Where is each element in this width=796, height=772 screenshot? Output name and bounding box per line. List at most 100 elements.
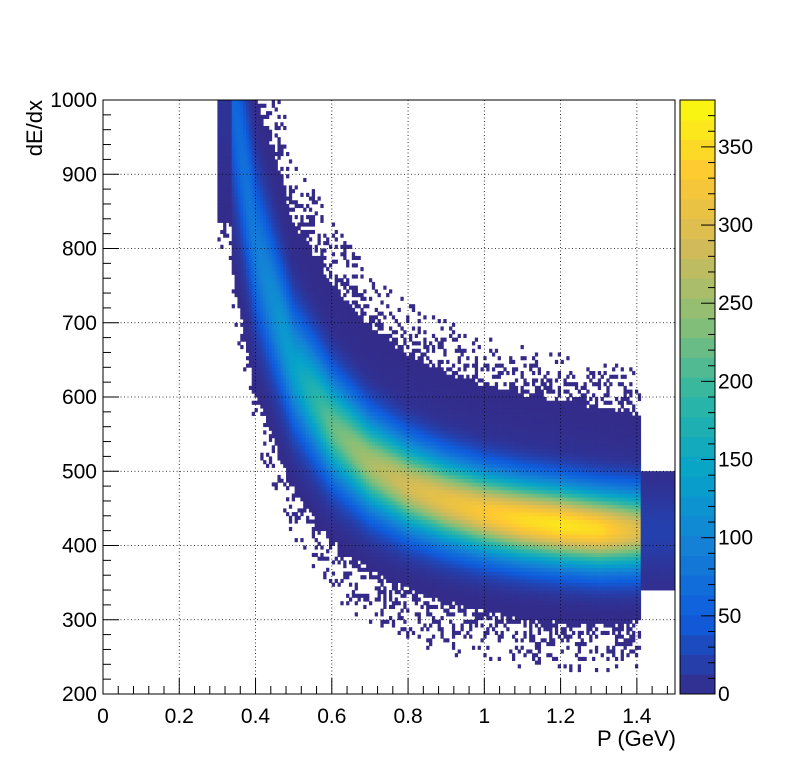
- heatmap-cell: [257, 289, 261, 294]
- heatmap-cell: [306, 515, 310, 520]
- heatmap-cell: [348, 244, 353, 249]
- heatmap-cell: [397, 400, 401, 405]
- heatmap-cell: [394, 337, 398, 342]
- heatmap-cell: [251, 122, 255, 127]
- heatmap-cell: [331, 371, 336, 376]
- heatmap-cell: [368, 552, 373, 558]
- heatmap-cell: [354, 419, 358, 424]
- heatmap-cell: [268, 315, 273, 320]
- heatmap-cell: [394, 500, 398, 506]
- heatmap-cell: [294, 274, 298, 279]
- heatmap-cell: [283, 397, 287, 402]
- heatmap-cell: [383, 500, 387, 506]
- heatmap-cell: [346, 371, 350, 376]
- heatmap-cell: [346, 504, 350, 509]
- heatmap-cell: [374, 497, 378, 502]
- heatmap-cell: [389, 515, 393, 520]
- heatmap-cell: [231, 159, 235, 164]
- heatmap-cell: [280, 181, 284, 186]
- heatmap-cell: [317, 311, 321, 316]
- heatmap-cell: [368, 556, 373, 561]
- heatmap-cell: [328, 411, 333, 416]
- heatmap-cell: [266, 393, 270, 398]
- heatmap-cell: [263, 400, 267, 405]
- heatmap-cell: [366, 519, 370, 524]
- heatmap-cell: [334, 278, 338, 283]
- heatmap-cell: [286, 389, 290, 394]
- heatmap-cell: [340, 441, 344, 446]
- heatmap-cell: [268, 129, 273, 134]
- heatmap-cell: [391, 441, 396, 446]
- heatmap-cell: [300, 471, 304, 476]
- heatmap-cell: [280, 252, 284, 257]
- heatmap-cell: [357, 404, 361, 409]
- heatmap-cell: [274, 341, 278, 346]
- heatmap-cell: [331, 252, 336, 257]
- heatmap-cell: [357, 367, 361, 372]
- heatmap-cell: [351, 593, 356, 598]
- heatmap-cell: [328, 404, 333, 409]
- heatmap-cell: [283, 378, 287, 383]
- heatmap-cell: [311, 504, 316, 509]
- heatmap-cell: [237, 133, 241, 138]
- heatmap-cell: [311, 326, 316, 331]
- heatmap-cell: [240, 337, 244, 342]
- heatmap-cell: [337, 478, 341, 483]
- heatmap-cell: [297, 281, 301, 287]
- heatmap-cell: [403, 538, 407, 543]
- heatmap-cell: [280, 419, 284, 424]
- heatmap-cell: [268, 422, 273, 428]
- heatmap-cell: [288, 337, 293, 342]
- heatmap-cell: [317, 281, 321, 287]
- heatmap-cell: [294, 200, 298, 205]
- heatmap-cell: [303, 222, 307, 227]
- heatmap-cell: [254, 241, 258, 246]
- heatmap-cell: [311, 319, 316, 324]
- heatmap-cell: [271, 189, 275, 194]
- heatmap-cell: [340, 478, 344, 483]
- heatmap-cell: [320, 519, 324, 524]
- heatmap-cell: [360, 534, 364, 539]
- heatmap-cell: [334, 411, 338, 416]
- heatmap-cell: [386, 385, 390, 390]
- heatmap-cell: [409, 482, 413, 487]
- heatmap-cell: [348, 508, 353, 513]
- heatmap-cell: [397, 363, 401, 368]
- heatmap-cell: [326, 567, 330, 572]
- heatmap-cell: [397, 534, 401, 539]
- heatmap-cell: [337, 393, 341, 398]
- heatmap-cell: [317, 541, 321, 546]
- heatmap-cell: [386, 552, 390, 558]
- heatmap-cell: [263, 114, 267, 119]
- heatmap-cell: [400, 508, 404, 513]
- heatmap-cell: [411, 597, 416, 602]
- heatmap-cell: [368, 445, 373, 450]
- heatmap-cell: [274, 133, 278, 138]
- heatmap-cell: [320, 255, 324, 261]
- heatmap-cell: [297, 315, 301, 320]
- heatmap-cell: [360, 426, 364, 431]
- heatmap-cell: [326, 445, 330, 450]
- heatmap-cell: [323, 422, 327, 428]
- heatmap-cell: [271, 229, 275, 235]
- heatmap-cell: [334, 434, 338, 439]
- heatmap-cell: [314, 293, 318, 298]
- heatmap-cell: [266, 337, 270, 342]
- heatmap-cell: [400, 367, 404, 372]
- heatmap-cell: [403, 474, 407, 480]
- heatmap-cell: [308, 341, 313, 346]
- heatmap-cell: [400, 500, 404, 506]
- heatmap-cell: [377, 419, 381, 424]
- heatmap-cell: [268, 263, 273, 268]
- heatmap-cell: [271, 151, 275, 157]
- heatmap-cell: [280, 148, 284, 153]
- heatmap-cell: [271, 166, 275, 171]
- heatmap-cell: [348, 523, 353, 528]
- heatmap-cell: [314, 519, 318, 524]
- heatmap-cell: [360, 415, 364, 420]
- heatmap-cell: [240, 181, 244, 186]
- heatmap-cell: [366, 304, 370, 309]
- heatmap-cell: [346, 430, 350, 435]
- heatmap-cell: [406, 545, 410, 550]
- heatmap-cell: [231, 259, 235, 264]
